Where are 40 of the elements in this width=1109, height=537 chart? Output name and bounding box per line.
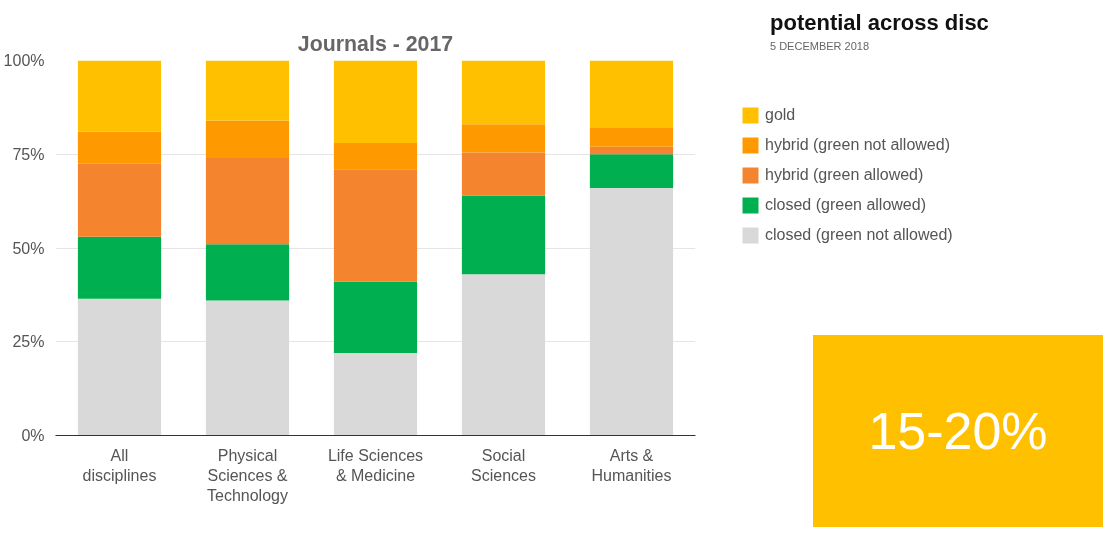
x-tick-label: Life Sciences & Medicine xyxy=(327,446,424,484)
bar xyxy=(205,244,290,301)
bar xyxy=(77,236,162,299)
bar xyxy=(333,353,418,436)
bar xyxy=(589,154,674,188)
bar xyxy=(77,163,162,237)
bar xyxy=(205,158,290,245)
legend-label: closed (green allowed) xyxy=(765,196,926,214)
bar xyxy=(205,60,290,121)
x-tick-label: Physical Sciences & Technology xyxy=(207,446,288,505)
bar xyxy=(333,281,418,353)
text: 15-20% xyxy=(868,401,1048,462)
text: 5 DECEMBER 2018 xyxy=(770,39,870,54)
bar xyxy=(333,143,418,170)
x-tick-label: Arts & Humanities xyxy=(591,446,672,484)
bar xyxy=(461,152,546,196)
legend-label: hybrid (green not allowed) xyxy=(765,136,950,154)
bar xyxy=(589,60,674,128)
bar xyxy=(589,146,674,155)
bar xyxy=(589,128,674,147)
y-tick-label: 50% xyxy=(12,239,45,257)
bar xyxy=(461,195,546,275)
bar xyxy=(461,60,546,125)
y-tick-label: 100% xyxy=(3,52,45,69)
bar xyxy=(205,120,290,158)
x-tick-label: Social Sciences xyxy=(471,446,536,484)
y-tick-label: 25% xyxy=(12,333,45,351)
bar xyxy=(333,60,418,143)
x-tick-label: All disciplines xyxy=(82,446,157,484)
bar xyxy=(77,131,162,164)
text: potential across disc xyxy=(770,9,989,37)
y-tick-label: 0% xyxy=(21,427,45,444)
chart-title: Journals - 2017 xyxy=(297,31,454,56)
bar xyxy=(77,60,162,132)
bar xyxy=(461,124,546,153)
bar xyxy=(333,169,418,282)
legend-label: hybrid (green allowed) xyxy=(765,166,924,184)
y-tick-label: 75% xyxy=(12,145,45,163)
legend-label: closed (green not allowed) xyxy=(765,226,953,244)
legend-label: gold xyxy=(765,106,796,124)
